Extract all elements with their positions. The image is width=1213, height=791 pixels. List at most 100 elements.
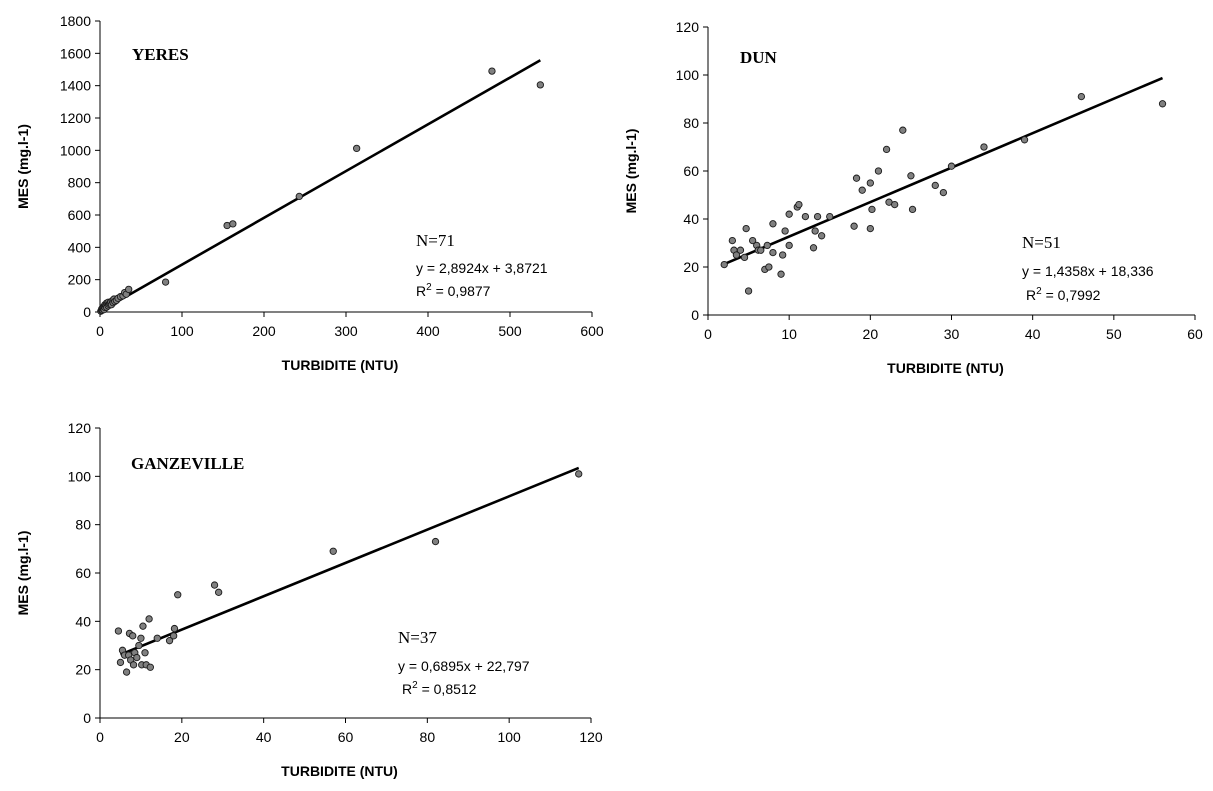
data-point	[757, 246, 765, 254]
data-point	[135, 641, 143, 650]
station-title: DUN	[740, 48, 778, 67]
x-tick-label: 300	[334, 323, 358, 339]
data-point	[852, 174, 861, 182]
data-point	[169, 632, 178, 640]
y-tick-label: 40	[683, 211, 699, 227]
data-point	[744, 287, 753, 295]
data-point	[868, 205, 876, 214]
data-point	[813, 212, 822, 221]
y-tick-label: 80	[683, 115, 699, 131]
x-tick-label: 60	[338, 729, 354, 745]
data-point	[742, 224, 750, 233]
data-point	[795, 200, 803, 209]
data-point	[353, 144, 361, 153]
y-tick-label: 400	[68, 239, 92, 255]
data-point	[133, 653, 141, 662]
data-point	[882, 145, 891, 154]
data-point	[765, 263, 773, 271]
data-point	[811, 227, 819, 235]
data-point	[899, 126, 907, 134]
y-tick-label: 1600	[60, 45, 91, 61]
data-point	[931, 181, 939, 190]
data-point	[728, 236, 736, 245]
y-tick-label: 40	[75, 613, 91, 629]
station-title: GANZEVILLE	[131, 454, 244, 473]
y-tick-label: 200	[68, 272, 92, 288]
data-point	[295, 192, 303, 201]
data-point	[431, 537, 440, 546]
data-point	[809, 244, 818, 252]
x-tick-label: 10	[781, 326, 797, 342]
data-point	[174, 591, 182, 599]
x-axis-title: TURBIDITE (NTU)	[281, 763, 398, 779]
data-point	[161, 278, 170, 286]
y-tick-label: 20	[683, 259, 699, 275]
y-tick-label: 100	[676, 67, 700, 83]
data-point	[122, 668, 131, 676]
data-point	[1077, 92, 1086, 101]
station-title: YERES	[132, 45, 189, 64]
data-point	[137, 634, 145, 642]
x-tick-label: 0	[96, 323, 104, 339]
y-tick-label: 600	[68, 207, 92, 223]
chart-panel-dun: 0 20 40 60 80 100 120 0 10 20 30 40 50 60 TURBIDITE (N…	[623, 19, 1203, 376]
data-point	[740, 253, 749, 262]
y-tick-label: 0	[83, 304, 91, 320]
data-point	[781, 227, 789, 235]
y-axis-title: MES (mg.l-1)	[623, 129, 639, 214]
regression-line	[99, 59, 541, 313]
data-point	[769, 248, 777, 257]
x-axis-title: TURBIDITE (NTU)	[282, 357, 399, 373]
x-tick-label: 20	[863, 326, 879, 342]
y-tick-label: 1200	[60, 110, 91, 126]
x-tick-label: 200	[252, 323, 276, 339]
chart-panel-yeres: 0 200 400 600 800 1000 1200 1400 1600 1800 0 100 200…	[15, 13, 604, 373]
y-axis-title: MES (mg.l-1)	[15, 124, 31, 209]
sample-count-label: N=37	[398, 628, 437, 647]
r-squared-label: R2 = 0,7992	[1026, 286, 1101, 303]
data-point	[785, 241, 793, 250]
x-tick-label: 600	[580, 323, 604, 339]
data-point	[1158, 100, 1167, 108]
data-point	[139, 622, 147, 630]
x-tick-label: 100	[497, 729, 521, 745]
data-point	[145, 615, 153, 623]
x-tick-label: 50	[1106, 326, 1122, 342]
regression-equation: y = 0,6895x + 22,797	[398, 658, 530, 674]
data-point	[763, 241, 771, 250]
x-tick-label: 400	[416, 323, 440, 339]
y-tick-label: 120	[68, 420, 92, 436]
data-point	[720, 260, 728, 269]
data-point	[908, 205, 917, 214]
data-point	[947, 162, 956, 170]
data-point	[129, 632, 137, 640]
data-point	[907, 172, 915, 180]
regression-equation: y = 2,8924x + 3,8721	[416, 260, 548, 276]
data-point	[866, 224, 874, 233]
r-squared-label: R2 = 0,8512	[402, 680, 477, 697]
sample-count-label: N=51	[1022, 233, 1061, 252]
data-point	[210, 581, 219, 589]
y-tick-label: 1800	[60, 13, 91, 29]
data-point	[114, 627, 123, 635]
data-point	[116, 658, 125, 667]
x-tick-label: 40	[256, 729, 272, 745]
data-point	[785, 210, 793, 218]
y-tick-label: 800	[68, 175, 92, 191]
x-tick-label: 20	[174, 729, 190, 745]
x-tick-label: 80	[420, 729, 436, 745]
data-point	[536, 81, 544, 89]
x-tick-label: 0	[96, 729, 104, 745]
data-point	[170, 624, 179, 633]
x-axis-title: TURBIDITE (NTU)	[887, 360, 1004, 376]
x-tick-label: 120	[579, 729, 603, 745]
sample-count-label: N=71	[416, 231, 455, 250]
data-point	[980, 143, 988, 151]
chart-panel-ganzeville: 0 20 40 60 80 100 120 0 20 40 60 80 100 120 TURBIDITE …	[15, 420, 603, 779]
x-tick-label: 30	[944, 326, 960, 342]
data-point	[891, 200, 899, 209]
data-point	[736, 246, 745, 254]
data-point	[165, 637, 174, 645]
regression-line	[723, 76, 1164, 266]
